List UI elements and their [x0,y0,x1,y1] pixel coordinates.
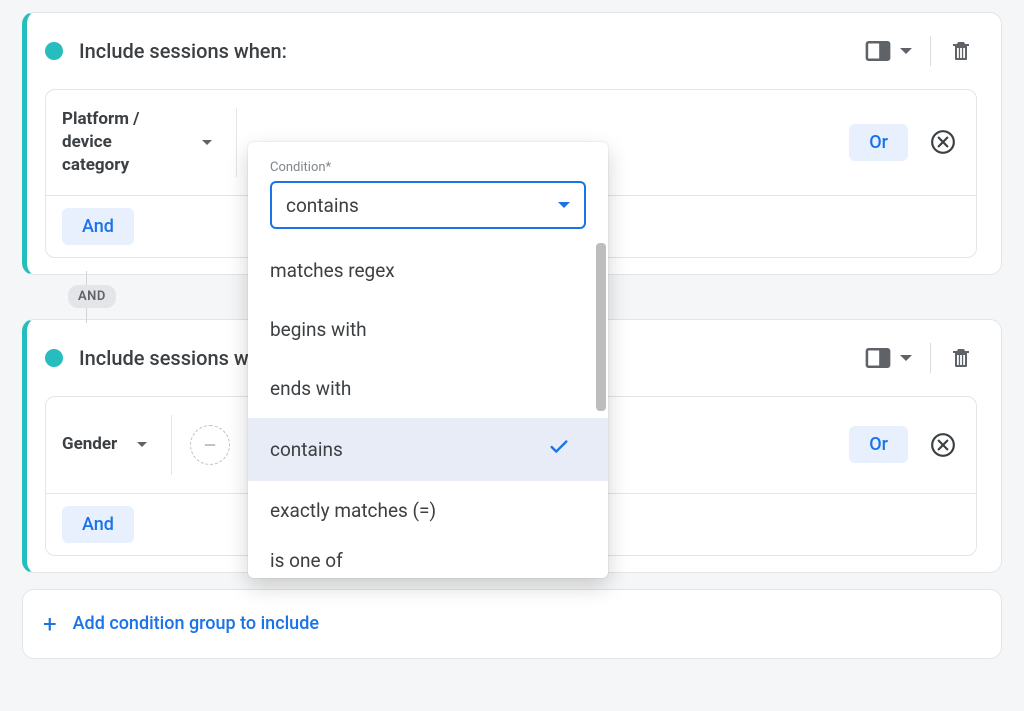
panel-icon [864,344,892,372]
connector-label: AND [68,285,116,308]
plus-icon: + [43,612,57,636]
and-button[interactable]: And [62,208,134,245]
delete-group-button[interactable] [945,342,977,374]
condition-dropdown: Condition* contains matches regex begins… [248,142,608,578]
option-label: exactly matches (=) [270,499,436,522]
chevron-down-icon [137,442,147,447]
dash-icon [202,437,218,453]
and-button[interactable]: And [62,506,134,543]
remove-condition-button[interactable] [926,428,960,462]
remove-condition-button[interactable] [926,125,960,159]
option-is-one-of[interactable]: is one of [248,540,608,574]
chevron-down-icon [558,202,570,208]
scope-selector[interactable] [860,340,916,376]
dimension-label: Gender [62,433,117,456]
chevron-down-icon [900,355,912,361]
options-list: matches regex begins with ends with cont… [248,241,608,578]
option-exactly-matches[interactable]: exactly matches (=) [248,481,608,540]
divider [930,343,931,373]
option-label: is one of [270,549,343,572]
or-button[interactable]: Or [849,124,908,161]
option-label: ends with [270,377,351,400]
segment-builder: Include sessions when: Platform / device… [0,0,1024,681]
status-dot [45,42,63,60]
option-begins-with[interactable]: begins with [248,300,608,359]
add-group-label: Add condition group to include [73,613,319,634]
group-header: Include sessions when: [27,13,1001,89]
trash-icon [949,346,973,370]
or-button[interactable]: Or [849,426,908,463]
option-label: begins with [270,318,367,341]
scrollbar-thumb[interactable] [596,243,606,411]
add-condition-group-button[interactable]: + Add condition group to include [22,589,1002,659]
close-circle-icon [930,432,956,458]
option-label: matches regex [270,259,395,282]
check-icon [548,436,570,463]
add-filter-button[interactable] [190,425,230,465]
option-label: contains [270,438,343,461]
option-ends-with[interactable]: ends with [248,359,608,418]
trash-icon [949,39,973,63]
close-circle-icon [930,129,956,155]
selected-value: contains [286,194,359,217]
panel-icon [864,37,892,65]
option-matches-regex[interactable]: matches regex [248,241,608,300]
condition-select[interactable]: contains [270,181,586,229]
delete-group-button[interactable] [945,35,977,67]
group-title: Include sessions when: [79,39,860,63]
option-contains[interactable]: contains [248,418,608,481]
dimension-select[interactable]: Platform / device category [62,108,237,177]
chevron-down-icon [202,140,212,145]
divider [930,36,931,66]
status-dot [45,349,63,367]
scope-selector[interactable] [860,33,916,69]
chevron-down-icon [900,48,912,54]
dimension-select[interactable]: Gender [62,415,172,475]
dimension-label: Platform / device category [62,108,182,177]
field-label: Condition* [248,160,608,181]
